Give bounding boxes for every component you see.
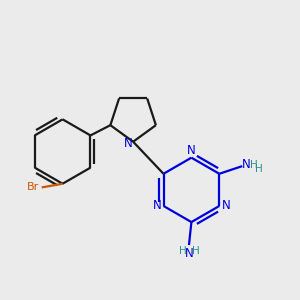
Text: H: H: [255, 164, 263, 174]
Text: N: N: [242, 158, 250, 171]
Text: N: N: [184, 247, 193, 260]
Text: N: N: [124, 137, 133, 150]
Text: H: H: [179, 246, 187, 256]
Text: H: H: [192, 246, 200, 256]
Text: N: N: [187, 144, 196, 158]
Text: N: N: [222, 200, 230, 212]
Text: Br: Br: [26, 182, 39, 192]
Text: H: H: [250, 160, 258, 170]
Text: N: N: [152, 200, 161, 212]
